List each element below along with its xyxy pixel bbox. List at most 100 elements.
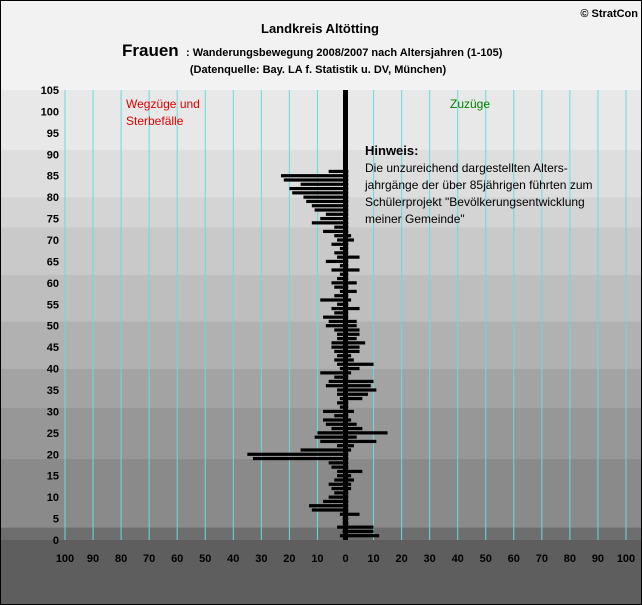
y-tick-label: 5	[53, 514, 59, 526]
bar	[325, 384, 346, 388]
y-tick-label: 10	[47, 492, 59, 504]
bar	[337, 469, 346, 474]
bar	[345, 319, 357, 324]
bar	[325, 212, 346, 216]
x-tick-label: 100	[617, 553, 635, 565]
y-tick-label: 95	[47, 128, 59, 140]
y-tick-label: 90	[47, 149, 59, 161]
bar	[328, 169, 346, 174]
x-tick-label: 40	[227, 553, 239, 565]
bar	[345, 306, 360, 311]
bar	[345, 234, 352, 238]
bar	[331, 306, 346, 311]
y-tick-label: 75	[47, 214, 59, 226]
bar	[280, 174, 346, 178]
background-band	[1, 90, 641, 150]
bar	[345, 439, 377, 444]
bar	[331, 345, 346, 349]
x-tick-label: 80	[115, 553, 127, 565]
bar	[345, 268, 360, 272]
bar	[334, 375, 346, 379]
bar	[345, 534, 380, 538]
bar	[345, 324, 357, 328]
bar	[334, 349, 346, 354]
bar	[337, 474, 346, 478]
bar	[339, 264, 346, 268]
bar	[345, 362, 374, 366]
bar	[311, 204, 346, 208]
bar	[334, 234, 346, 238]
x-tick-label: 50	[480, 553, 492, 565]
y-tick-label: 25	[47, 428, 59, 440]
bar	[311, 508, 346, 512]
y-tick-label: 0	[53, 535, 59, 547]
left-label-line-1: Wegzüge und	[126, 97, 200, 111]
bar	[300, 448, 346, 452]
bar	[334, 294, 346, 298]
bar	[345, 298, 352, 302]
bar	[345, 388, 377, 392]
chart-subtitle: : Wanderungsbewegung 2008/2007 nach Alte…	[186, 47, 503, 59]
y-tick-label: 20	[47, 449, 59, 461]
bar	[328, 461, 346, 465]
y-tick-label: 70	[47, 235, 59, 247]
bar	[345, 474, 352, 478]
bar	[345, 396, 363, 401]
bar	[345, 409, 354, 414]
bar	[345, 469, 363, 474]
bar	[337, 444, 346, 448]
bar	[345, 332, 360, 336]
bar	[345, 478, 354, 482]
bar	[300, 182, 346, 186]
bar	[345, 418, 352, 422]
bar	[337, 401, 346, 405]
bar	[289, 186, 346, 191]
right-label: Zuzüge	[450, 97, 490, 111]
bar	[306, 199, 346, 204]
bar	[345, 341, 366, 345]
bar	[283, 178, 346, 182]
bar	[320, 371, 346, 375]
note-line-2: jahrgänge der über 85jährigen führten zu…	[364, 178, 592, 192]
bar	[328, 379, 346, 384]
bar	[339, 396, 346, 401]
bar	[323, 409, 346, 414]
background-band	[1, 527, 641, 540]
x-tick-label: 100	[56, 553, 74, 565]
bar	[345, 354, 352, 358]
bar	[345, 512, 360, 516]
bar	[345, 366, 360, 371]
bar	[334, 285, 346, 289]
bar	[337, 525, 346, 529]
bar	[331, 426, 346, 431]
bar	[328, 482, 346, 486]
bar	[337, 332, 346, 336]
bar	[323, 418, 346, 422]
y-tick-label: 45	[47, 342, 59, 354]
bar	[331, 465, 346, 469]
y-tick-label: 60	[47, 278, 59, 290]
y-tick-label: 15	[47, 471, 59, 483]
bar	[328, 495, 346, 499]
bar	[345, 482, 352, 486]
bar	[339, 246, 346, 251]
background-band	[1, 227, 641, 275]
x-tick-labels: 100 90 80 70 60 50 40 30 20 10 0 10 20 30 40 50 60 70 80 90…	[56, 553, 635, 565]
bar	[334, 491, 346, 495]
bar	[337, 302, 346, 306]
bar	[292, 191, 346, 195]
y-tick-label: 55	[47, 299, 59, 311]
bar	[345, 281, 357, 285]
bar	[337, 255, 346, 259]
bar	[331, 268, 346, 272]
x-tick-label: 40	[452, 553, 464, 565]
note-title: Hinweis:	[365, 143, 418, 158]
bar	[345, 525, 374, 529]
background-band	[1, 368, 641, 408]
bar	[345, 289, 357, 294]
y-tick-label: 65	[47, 256, 59, 268]
bar	[345, 379, 374, 384]
bar	[345, 448, 352, 452]
bar	[317, 431, 346, 435]
